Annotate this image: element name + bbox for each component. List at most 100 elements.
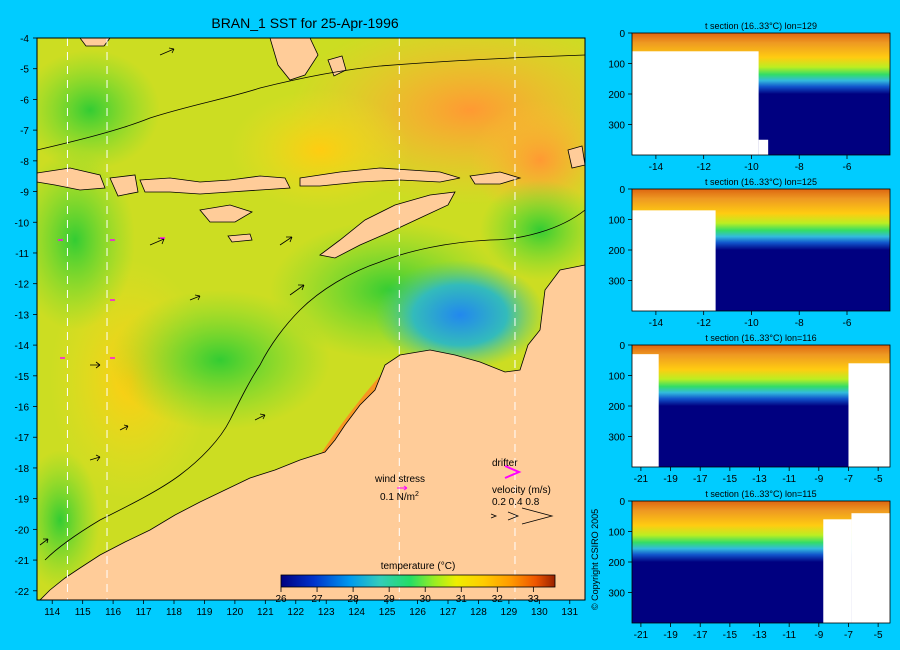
drifter-markers [58, 237, 165, 359]
green-region-west [37, 150, 135, 330]
section-x-tick-label: -13 [752, 630, 767, 641]
velocity-arrow-mid [507, 511, 520, 521]
section-x-tick-label: -7 [844, 474, 853, 485]
land-island-wetar [469, 171, 522, 185]
wind-stress-arrows [39, 47, 305, 546]
section-x-tick-label: -8 [795, 318, 804, 329]
land-island-sumba [199, 204, 253, 223]
colorbar-tick-label: 33 [528, 594, 540, 605]
section-x-tick-label: -15 [723, 474, 738, 485]
velocity-arrow-small [490, 513, 498, 519]
section-y-tick-label: 300 [608, 433, 625, 444]
section-x-tick-label: -14 [649, 162, 664, 173]
map-title: BRAN_1 SST for 25-Apr-1996 [211, 15, 398, 31]
warm-region-flores [230, 90, 410, 210]
map-x-axis: 114 115 116 117 118 119 120 121 122 123 124 125 126 1… [44, 600, 579, 618]
colorbar-tick-label: 30 [420, 594, 432, 605]
green-region-sw [37, 450, 100, 590]
green-region-ne [480, 180, 585, 280]
map-y-tick-label: -10 [15, 218, 30, 229]
section-x-tick-label: -10 [744, 162, 759, 173]
section-land-mask [632, 51, 759, 155]
section-panel-1: t section (16..33°C) lon=129 -14 -12 -10 -8 -… [608, 21, 891, 173]
wind-arrow [289, 284, 305, 296]
map-x-tick-label: 123 [318, 607, 335, 618]
section-y-tick-label: 300 [608, 277, 625, 288]
map-y-tick-label: -6 [20, 95, 29, 106]
section-x-tick-label: -15 [723, 630, 738, 641]
map-y-tick-label: -21 [15, 556, 30, 567]
colorbar-gradient [280, 574, 556, 588]
section-panel-3: t section (16..33°C) lon=116 -21 -19 -17 -15… [608, 333, 891, 485]
section-x-tick-label: -21 [634, 630, 649, 641]
section-x-tick-label: -8 [795, 162, 804, 173]
section-y-tick-label: 0 [619, 497, 625, 508]
land-island-north-small [79, 38, 111, 47]
section-land-mask [758, 139, 769, 155]
map-frame [36, 37, 586, 601]
map-y-tick-label: -4 [20, 34, 29, 45]
section-land-mask [823, 519, 852, 623]
wind-arrow [39, 538, 49, 546]
cool-pool [375, 260, 545, 370]
section-x-tick-label: -12 [696, 162, 711, 173]
section-x-tick-label: -13 [752, 474, 767, 485]
section-x-tick-label: -17 [693, 630, 708, 641]
map-y-tick-label: -7 [20, 126, 29, 137]
wind-arrow [159, 47, 175, 56]
map-y-tick-label: -17 [15, 433, 30, 444]
map-x-tick-label: 115 [75, 607, 91, 618]
section-y-tick-label: 200 [608, 246, 625, 257]
land-island-flores [299, 167, 461, 187]
section-panel-2: t section (16..33°C) lon=125 -14 -12 -10 -8 -… [608, 177, 891, 329]
section-temperature-field [632, 345, 890, 467]
section-y-tick-label: 200 [608, 402, 625, 413]
colorbar-ticks: 26 27 28 29 30 31 32 33 [275, 587, 539, 605]
map-x-tick-label: 126 [409, 607, 426, 618]
section-y-tick-label: 0 [619, 29, 625, 40]
section-x-tick-label: -19 [663, 630, 678, 641]
section-x-tick-label: -14 [649, 318, 664, 329]
map-y-tick-label: -9 [20, 188, 29, 199]
wind-arrow [254, 413, 266, 421]
map-x-tick-label: 120 [227, 607, 244, 618]
map-y-tick-label: -12 [15, 280, 30, 291]
map-x-tick-label: 114 [44, 607, 60, 618]
section-panel-4: t section (16..33°C) lon=115 -21 -19 -17 -15… [608, 489, 891, 641]
section-y-tick-label: 300 [608, 121, 625, 132]
map-x-tick-label: 127 [440, 607, 457, 618]
section-y-tick-label: 100 [608, 528, 625, 539]
map-x-tick-label: 131 [561, 607, 578, 618]
section-x-tick-label: -10 [744, 318, 759, 329]
section-x-tick-label: -5 [874, 630, 883, 641]
section-x-tick-label: -6 [843, 162, 852, 173]
contour-line-shelf [44, 209, 585, 561]
land-island-bali [109, 174, 139, 197]
colorbar-tick-label: 28 [348, 594, 360, 605]
colorbar-tick-label: 31 [456, 594, 468, 605]
green-region-mid [110, 290, 330, 430]
section-y-tick-label: 100 [608, 216, 625, 227]
copyright-text: © Copyright CSIRO 2005 [590, 509, 600, 610]
section-x-tick-label: -7 [844, 630, 853, 641]
map-y-tick-label: -18 [15, 464, 30, 475]
wind-stress-scale-exponent: 2 [415, 491, 419, 498]
map-y-tick-label: -11 [15, 249, 29, 260]
map-y-tick-label: -13 [15, 310, 30, 321]
colorbar-tick-label: 32 [492, 594, 504, 605]
map-legend: wind stress 0.1 N/m2 drifter velocity (m… [374, 458, 554, 525]
section-x-tick-label: -11 [782, 474, 796, 485]
section-x-tick-label: -21 [634, 474, 649, 485]
section-x-tick-label: -12 [696, 318, 711, 329]
map-y-tick-label: -16 [15, 403, 30, 414]
colorbar-tick-label: 27 [311, 594, 323, 605]
map-y-tick-label: -5 [20, 65, 29, 76]
section-title: t section (16..33°C) lon=115 [705, 489, 816, 499]
wind-arrow [279, 236, 293, 246]
map-y-axis: -4 -5 -6 -7 -8 -9 -10 -11 -12 -13 -14 -15 -16 -17 -18 -… [15, 34, 37, 598]
section-title: t section (16..33°C) lon=116 [705, 333, 816, 343]
colorbar-tick-label: 29 [384, 594, 396, 605]
land-island-lombok-sumbawa [139, 175, 291, 195]
map-x-tick-label: 118 [166, 607, 182, 618]
